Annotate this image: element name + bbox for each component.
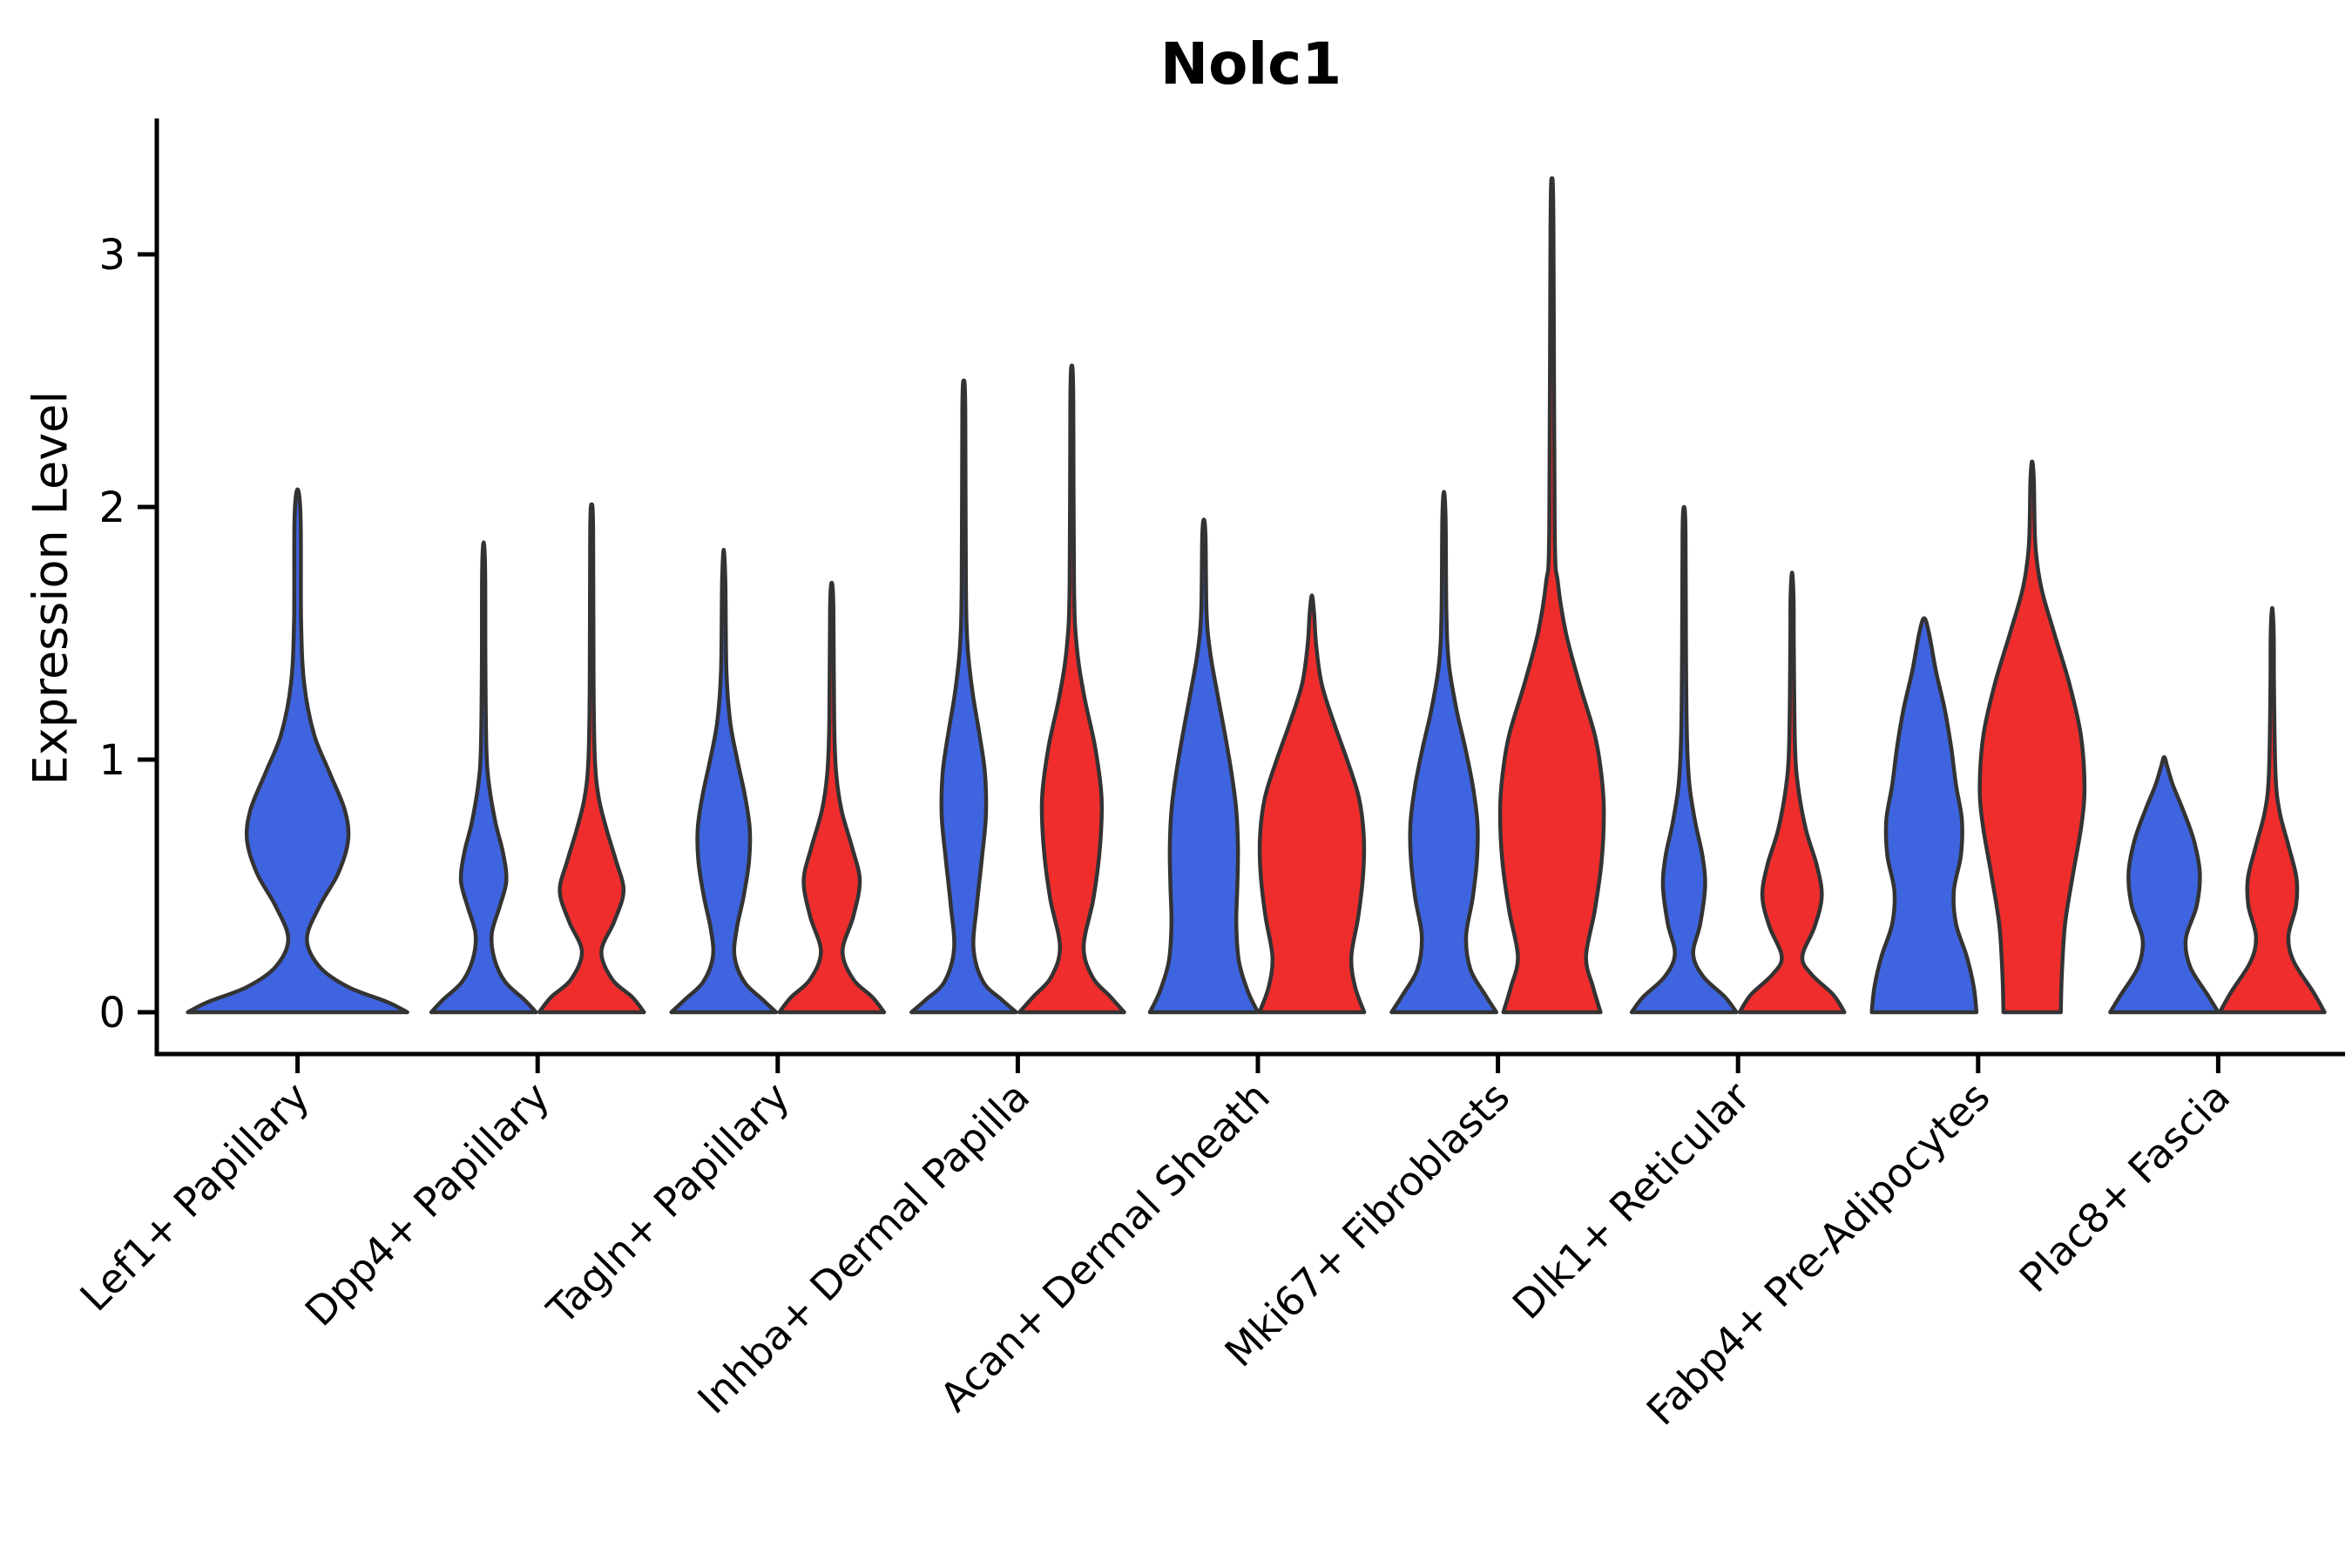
chart-title: Nolc1	[1159, 30, 1342, 98]
y-tick-label-0: 0	[98, 989, 125, 1037]
violin-fabp4-pre-adipocytes-red	[1977, 459, 2087, 1015]
violin-acan-dermal-sheath-blue	[1147, 517, 1260, 1015]
violin-lef1-papillary-blue	[186, 487, 409, 1015]
violin-tagln-papillary-blue	[669, 548, 779, 1015]
y-tick-label-2: 2	[98, 483, 125, 532]
x-tick-label-tagln-papillary: Tagln+ Papillary	[537, 1073, 799, 1335]
violin-dpp4-papillary-blue	[429, 540, 538, 1015]
violin-dlk1-reticular-blue	[1629, 504, 1739, 1015]
violin-tagln-papillary-red	[777, 580, 887, 1015]
x-tick-label-plac8-fascia: Plac8+ Fascia	[2011, 1073, 2239, 1301]
violin-dlk1-reticular-red	[1737, 571, 1847, 1015]
violin-inhba-dermal-papilla-blue	[909, 378, 1018, 1015]
y-tick-label-1: 1	[98, 736, 125, 785]
violin-fabp4-pre-adipocytes-blue	[1869, 616, 1979, 1015]
x-tick-label-lef1-papillary: Lef1+ Papillary	[71, 1073, 318, 1321]
violin-acan-dermal-sheath-red	[1257, 593, 1367, 1015]
x-tick-label-dpp4-papillary: Dpp4+ Papillary	[296, 1073, 558, 1335]
violin-plac8-fascia-blue	[2108, 754, 2220, 1015]
violin-inhba-dermal-papilla-red	[1017, 363, 1126, 1015]
y-tick-label-3: 3	[98, 231, 125, 280]
violin-mki67-fibroblasts-blue	[1389, 490, 1498, 1015]
violin-mki67-fibroblasts-red	[1497, 176, 1606, 1015]
x-tick-label-dlk1-reticular: Dlk1+ Reticular	[1504, 1073, 1759, 1328]
violin-dpp4-papillary-red	[537, 502, 646, 1015]
violin-plac8-fascia-red	[2218, 605, 2327, 1015]
